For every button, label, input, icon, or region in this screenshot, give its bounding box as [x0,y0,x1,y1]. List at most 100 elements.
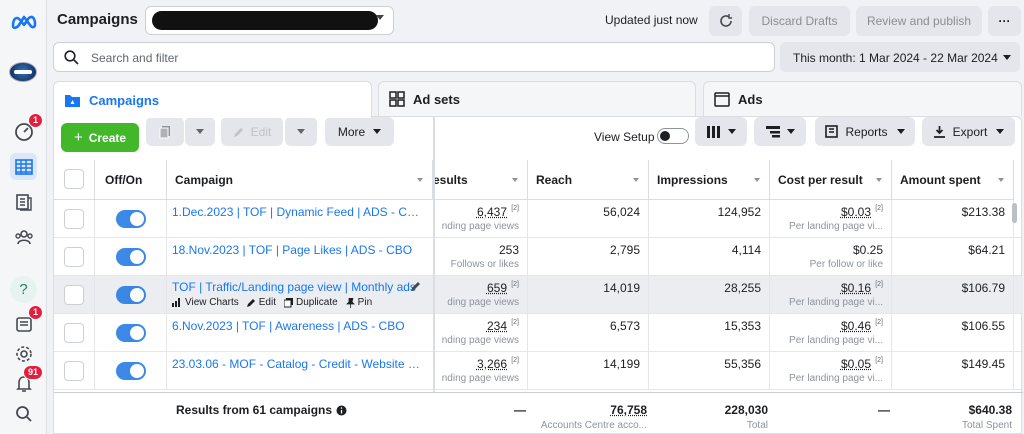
row-duplicate-label: Duplicate [295,297,338,308]
notification-badge: 1 [27,113,43,128]
campaign-name-link[interactable]: 6.Nov.2023 | TOF | Awareness | ADS - CBO [172,319,405,333]
create-button[interactable]: + Create [61,123,139,152]
row-checkbox[interactable] [64,323,84,343]
pencil-icon [233,127,243,137]
dashboard-icon[interactable]: 1 [10,113,43,145]
column-label: Off/On [105,173,143,187]
table-row[interactable]: TOF | Traffic/Landing page view | Monthl… [54,276,1023,314]
tab-label: Ad sets [413,91,460,107]
impressions-value: 4,114 [731,243,761,257]
campaigns-panel: + Create Edit More View Setup Reports Ex… [53,116,1023,434]
campaigns-table-icon[interactable] [10,153,37,180]
table-row[interactable]: 1.Dec.2023 | TOF | Dynamic Feed | ADS - … [54,200,1023,238]
results-type: nding page views [441,221,519,232]
amount-spent-cell: $106.55 [892,314,1014,352]
toggle-cell [95,276,167,314]
columns-icon [706,125,720,138]
view-charts-link[interactable]: View Charts [172,297,239,308]
chevron-down-icon [373,129,382,134]
campaign-name-link[interactable]: 1.Dec.2023 | TOF | Dynamic Feed | ADS - … [172,205,422,219]
account-selector[interactable] [145,6,394,35]
totals-reach-sub: Accounts Centre acco... [540,420,647,431]
campaign-toggle[interactable] [116,324,146,342]
pencil-icon[interactable] [411,281,421,291]
cost-per-result-header[interactable]: Cost per result [770,160,892,200]
results-header[interactable]: esults [433,160,528,200]
inbox-icon[interactable]: 1 [10,305,43,337]
frozen-column-divider [433,117,435,392]
campaign-toggle[interactable] [116,210,146,228]
columns-button[interactable] [695,117,747,146]
row-checkbox[interactable] [64,209,84,229]
sort-icon [876,178,882,182]
review-publish-button[interactable]: Review and publish [856,6,982,36]
breakdown-icon [765,125,780,137]
campaign-toggle[interactable] [116,362,146,380]
toggle-cell [95,238,167,276]
tab-ad-sets[interactable]: Ad sets [378,81,696,116]
amount-spent-cell: $213.38 [892,200,1014,238]
sort-icon [754,178,760,182]
more-button[interactable]: More [325,117,394,146]
edit-dropdown-button[interactable] [285,117,317,146]
export-button[interactable]: Export [922,117,1015,146]
edit-button[interactable]: Edit [221,117,283,146]
select-all-checkbox[interactable] [64,169,84,189]
notifications-bell-icon[interactable]: 91 [10,365,43,397]
tab-campaigns[interactable]: Campaigns [53,81,372,118]
help-icon[interactable]: ? [10,276,37,303]
row-actions: View Charts Edit Duplicate Pin [172,297,372,308]
campaign-name-link[interactable]: 18.Nov.2023 | TOF | Page Likes | ADS - C… [172,243,413,257]
cost-per-result-type: Per landing page vi... [789,297,883,308]
amount-spent-cell: $64.21 [892,238,1014,276]
campaign-name-link[interactable]: 23.03.06 - MOF - Catalog - Credit - Webs… [172,357,422,371]
breakdown-button[interactable] [754,117,806,146]
results-cell: 6,437 [2] nding page views [433,200,528,238]
search-icon[interactable] [10,400,37,427]
reach-header[interactable]: Reach [528,160,649,200]
duplicate-dropdown-button[interactable] [185,117,215,146]
more-options-button[interactable]: ··· [988,6,1021,36]
campaign-toggle[interactable] [116,286,146,304]
pin-icon [345,297,355,308]
row-checkbox[interactable] [64,285,84,305]
campaign-toggle[interactable] [116,248,146,266]
settings-gear-icon[interactable] [10,340,37,367]
row-edit-link[interactable]: Edit [246,297,276,308]
table-row[interactable]: 18.Nov.2023 | TOF | Page Likes | ADS - C… [54,238,1023,276]
reports-button[interactable]: Reports [815,117,915,146]
tab-ads[interactable]: Ads [703,81,1022,116]
amount-spent-header[interactable]: Amount spent [892,160,1014,200]
pages-icon[interactable] [10,188,37,215]
duplicate-button[interactable] [146,117,184,146]
results-footnote: [2] [511,281,519,288]
row-checkbox[interactable] [64,247,84,267]
view-setup-toggle[interactable] [657,128,689,144]
impressions-header[interactable]: Impressions [649,160,770,200]
row-checkbox-cell [54,276,95,314]
duplicate-icon [159,125,170,138]
refresh-button[interactable] [709,6,742,36]
info-icon[interactable] [336,405,347,416]
off-on-header[interactable]: Off/On [95,160,167,200]
campaign-name-link[interactable]: TOF | Traffic/Landing page view | Monthl… [172,280,416,294]
row-pin-link[interactable]: Pin [345,297,372,308]
table-row[interactable]: 23.03.06 - MOF - Catalog - Credit - Webs… [54,352,1023,390]
date-range-picker[interactable]: This month: 1 Mar 2024 - 22 Mar 2024 [780,42,1020,72]
ads-window-icon [714,91,730,107]
totals-text: Results from 61 campaigns [176,403,333,417]
impressions-value: 124,952 [717,205,761,219]
discard-drafts-button[interactable]: Discard Drafts [749,6,850,36]
account-avatar[interactable] [9,62,37,82]
results-cell: 234 [2] nding page views [433,314,528,352]
meta-logo-icon[interactable] [10,8,37,35]
search-input[interactable]: Search and filter [53,42,775,72]
row-checkbox[interactable] [64,361,84,381]
row-duplicate-link[interactable]: Duplicate [283,297,338,308]
vertical-scrollbar[interactable] [1012,203,1017,223]
results-value: 234 [486,319,507,333]
audiences-icon[interactable] [10,223,37,250]
table-row[interactable]: 6.Nov.2023 | TOF | Awareness | ADS - CBO… [54,314,1023,352]
cost-per-result-type: Per follow or like [809,259,883,270]
campaign-header[interactable]: Campaign [167,160,433,200]
